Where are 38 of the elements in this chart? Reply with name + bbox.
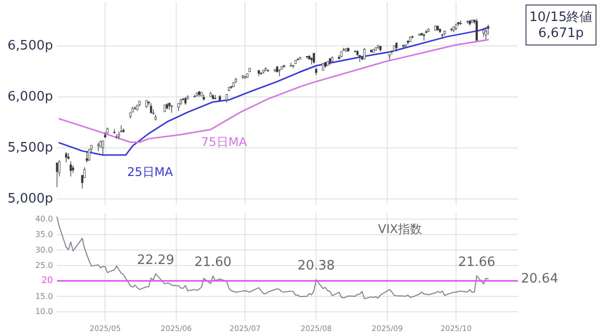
y-tick-label: 40.0 xyxy=(35,214,53,224)
y-tick-label: 5,500p xyxy=(8,140,53,156)
annotation: 21.66 xyxy=(458,254,496,270)
y-tick-label: 35.0 xyxy=(35,230,53,240)
series-label: 25日MA xyxy=(127,165,174,179)
candlestick xyxy=(487,24,490,36)
y-tick-label: 5,000p xyxy=(8,191,53,206)
ref-line-label: 20 xyxy=(42,276,54,286)
candlestick xyxy=(484,28,487,40)
y-tick-label: 6,500p xyxy=(8,38,53,54)
y-tick-label: 15.0 xyxy=(35,292,53,301)
candlestick xyxy=(102,140,104,156)
candlestick xyxy=(70,160,72,177)
annotation: VIX指数 xyxy=(378,222,422,236)
y-tick-label: 10.0 xyxy=(35,307,53,316)
candlestick xyxy=(395,42,398,52)
candlestick xyxy=(65,152,68,163)
candlestick xyxy=(312,52,315,64)
candlestick xyxy=(150,102,152,114)
candlestick xyxy=(56,162,58,188)
candlestick xyxy=(86,150,88,163)
annotation: 21.60 xyxy=(194,254,232,270)
annotation: 20.64 xyxy=(521,271,558,286)
line-series xyxy=(58,26,489,156)
candlestick xyxy=(88,148,90,162)
candlestick xyxy=(422,32,426,42)
y-tick-label: 30.0 xyxy=(35,246,53,255)
candlestick xyxy=(363,48,366,60)
series-label: 75日MA xyxy=(201,135,248,149)
y-tick-label: 6,000p xyxy=(8,89,53,104)
candlestick xyxy=(476,18,478,42)
y-tick-label: 25.0 xyxy=(35,260,53,270)
text: 10/15終値 6,671p xyxy=(529,10,593,41)
annotation: 22.29 xyxy=(137,252,174,268)
annotation: 20.38 xyxy=(298,258,335,274)
candlestick xyxy=(310,56,313,65)
candlestick xyxy=(450,27,453,32)
candlestick xyxy=(278,69,281,77)
